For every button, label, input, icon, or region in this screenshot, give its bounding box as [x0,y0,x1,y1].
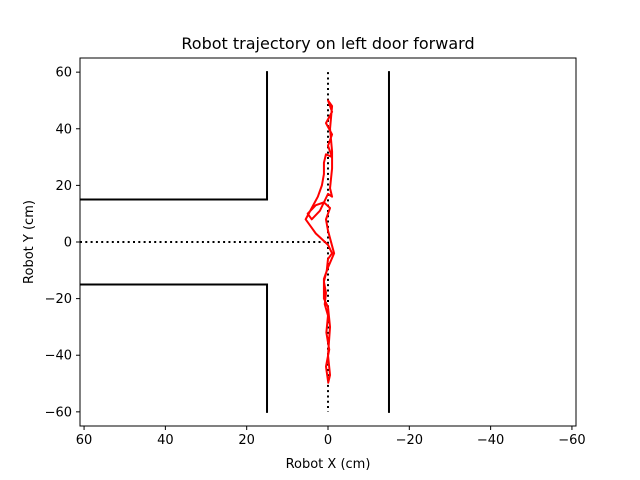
x-tick-label: 0 [324,433,332,448]
y-tick-label: −60 [45,405,72,420]
x-tick-label: 20 [238,433,255,448]
x-tick-label: 60 [76,433,93,448]
x-tick-label: −60 [558,433,585,448]
axes: 60 40 20 0 −20 −40 −60 60 40 20 0 −20 −40 −60 [45,57,586,448]
y-tick-label: 40 [55,122,72,137]
chart-title: Robot trajectory on left door forward [181,34,474,53]
x-tick-label: −20 [396,433,423,448]
y-axis-label: Robot Y (cm) [22,200,37,284]
x-tick-label: 40 [157,433,174,448]
x-tick-label: −40 [477,433,504,448]
y-tick-label: 60 [55,66,72,81]
y-tick-label: −20 [45,292,72,307]
plot-content [80,71,390,413]
y-tick-label: −40 [45,349,72,364]
robot-trajectory-line [304,99,336,384]
y-tick-label: 20 [55,179,72,194]
x-axis-label: Robot X (cm) [286,457,371,472]
plot-area [80,71,390,413]
y-tick-label: 0 [64,236,72,251]
